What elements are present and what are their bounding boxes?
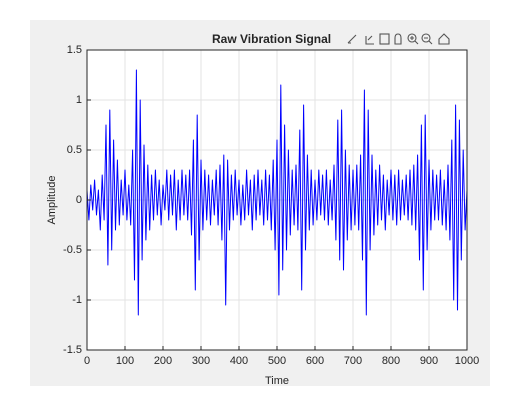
y-axis-label: Amplitude [46,176,58,225]
home-icon[interactable] [438,33,450,45]
x-axis-label: Time [265,375,289,387]
y-tick-label: 0.5 [67,144,82,156]
y-tick-label: 1.5 [67,44,82,56]
x-tick-label: 1000 [455,355,479,367]
zoom-in-glyph [410,36,419,45]
export-icon[interactable] [365,35,374,45]
zoom-out-icon[interactable] [421,33,431,43]
x-tick-label: 700 [344,355,362,367]
x-tick-label: 600 [306,355,324,367]
x-tick-label: 200 [154,355,172,367]
x-tick-label: 0 [84,355,90,367]
y-tick-label: -1.5 [63,344,82,356]
y-tick-label: 0 [76,194,82,206]
x-tick-label: 900 [420,355,438,367]
y-tick-label: -1 [72,294,82,306]
toolbar[interactable] [347,33,450,45]
x-tick-label: 800 [382,355,400,367]
x-tick-label: 400 [230,355,248,367]
x-tick-label: 300 [192,355,210,367]
zoom-in-icon[interactable] [407,33,417,43]
signal-line [86,69,468,316]
pan-icon[interactable] [394,33,402,45]
x-tick-label: 500 [268,355,286,367]
chart-title: Raw Vibration Signal [212,32,331,46]
y-tick-label: 1 [76,94,82,106]
brush-icon[interactable] [347,34,357,44]
x-tick-label: 100 [116,355,134,367]
datatip-icon[interactable] [379,33,390,45]
zoom-out-glyph [424,37,433,45]
y-tick-label: -0.5 [63,244,82,256]
